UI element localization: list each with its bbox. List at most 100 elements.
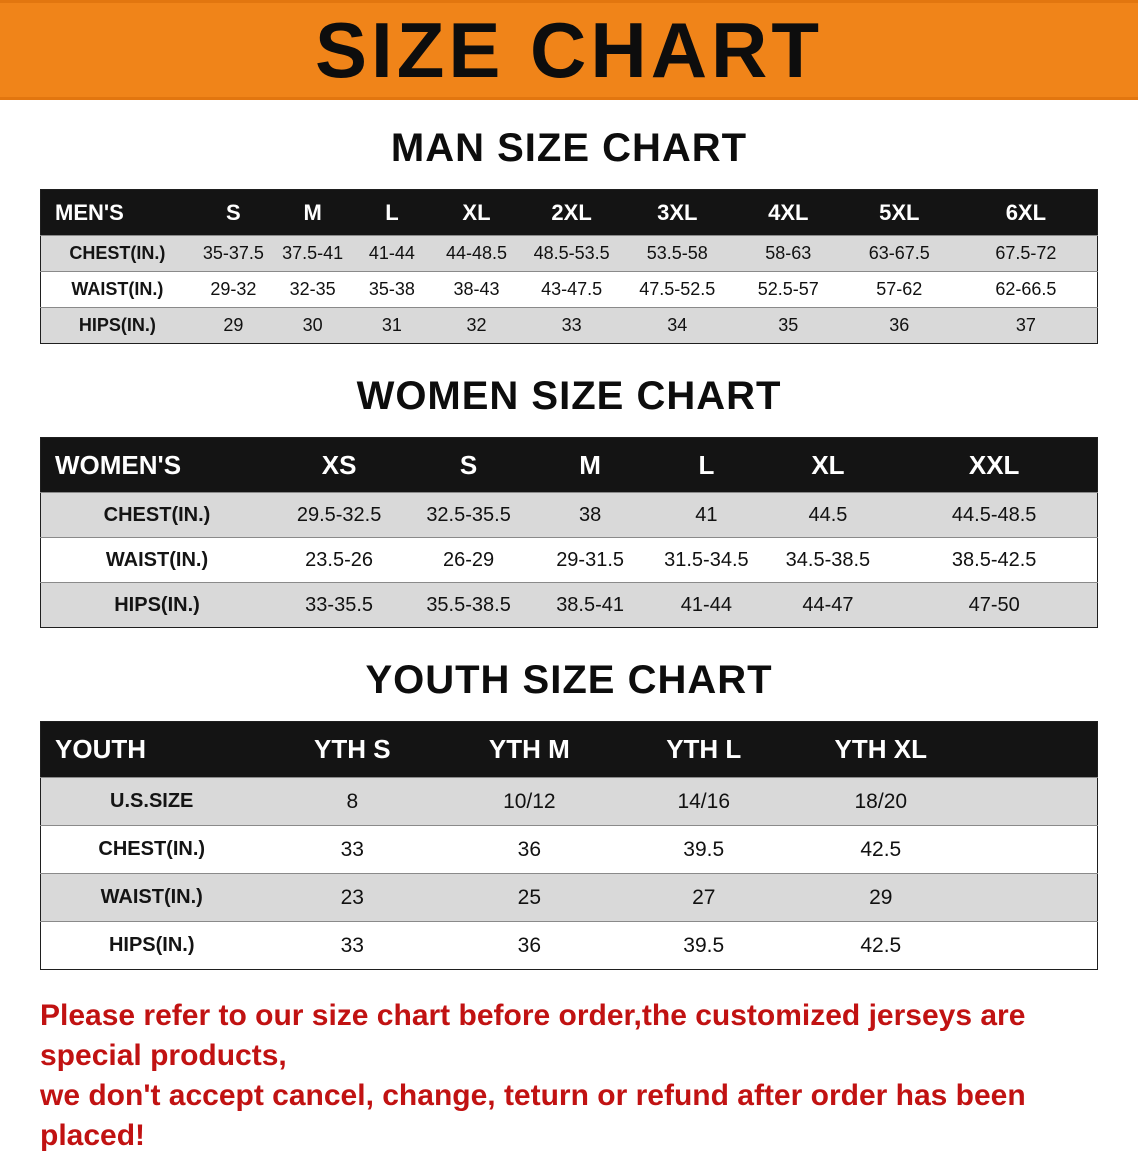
size-header-cell: L [352, 189, 432, 236]
size-value-cell: 42.5 [790, 921, 971, 970]
size-value-cell: 18/20 [790, 777, 971, 826]
size-value-cell: 37 [954, 307, 1098, 344]
size-value-cell: 47-50 [891, 582, 1098, 628]
size-value-cell: 41-44 [648, 582, 765, 628]
size-value-cell: 35.5-38.5 [405, 582, 532, 628]
youth-hips-row: HIPS(IN.) 33 36 39.5 42.5 [40, 921, 1098, 970]
women-header-row: WOMEN'S XS S M L XL XXL [40, 437, 1098, 493]
row-label-cell: CHEST(IN.) [40, 492, 274, 538]
size-header-cell: S [405, 437, 532, 493]
size-header-cell: S [193, 189, 274, 236]
size-value-cell: 62-66.5 [954, 271, 1098, 308]
size-header-cell: L [648, 437, 765, 493]
youth-section-heading: YOUTH SIZE CHART [365, 658, 773, 702]
size-value-cell: 31.5-34.5 [648, 537, 765, 583]
size-value-cell: 29.5-32.5 [273, 492, 406, 538]
size-value-cell: 33-35.5 [273, 582, 406, 628]
size-value-cell: 27 [616, 873, 791, 922]
size-value-cell: 30 [273, 307, 353, 344]
size-header-cell: YTH XL [790, 721, 971, 778]
size-value-cell: 43-47.5 [521, 271, 622, 308]
size-value-cell: 42.5 [790, 825, 971, 874]
footer-notice: Please refer to our size chart before or… [40, 996, 1102, 1156]
women-hips-row: HIPS(IN.) 33-35.5 35.5-38.5 38.5-41 41-4… [40, 582, 1098, 628]
youth-chest-row: CHEST(IN.) 33 36 39.5 42.5 [40, 825, 1098, 874]
size-value-cell: 35-37.5 [193, 235, 274, 272]
filler-cell [970, 921, 1098, 970]
size-value-cell: 32-35 [273, 271, 353, 308]
size-header-cell: XL [764, 437, 892, 493]
women-waist-row: WAIST(IN.) 23.5-26 26-29 29-31.5 31.5-34… [40, 537, 1098, 583]
youth-size-table: YOUTH YTH S YTH M YTH L YTH XL U.S.SIZE … [40, 721, 1098, 970]
size-value-cell: 32 [431, 307, 522, 344]
row-label-cell: WAIST(IN.) [40, 537, 274, 583]
size-value-cell: 38.5-41 [531, 582, 649, 628]
size-value-cell: 44.5 [764, 492, 892, 538]
size-value-cell: 41 [648, 492, 765, 538]
size-value-cell: 23 [262, 873, 443, 922]
size-value-cell: 47.5-52.5 [621, 271, 733, 308]
row-label-cell: CHEST(IN.) [40, 825, 263, 874]
size-header-cell: XL [431, 189, 522, 236]
row-label-cell: HIPS(IN.) [40, 921, 263, 970]
size-value-cell: 48.5-53.5 [521, 235, 622, 272]
row-label-cell: U.S.SIZE [40, 777, 263, 826]
size-value-cell: 63-67.5 [843, 235, 955, 272]
men-waist-row: WAIST(IN.) 29-32 32-35 35-38 38-43 43-47… [40, 271, 1098, 308]
row-label-cell: CHEST(IN.) [40, 235, 194, 272]
size-value-cell: 58-63 [732, 235, 844, 272]
size-value-cell: 57-62 [843, 271, 955, 308]
size-value-cell: 34.5-38.5 [764, 537, 892, 583]
size-value-cell: 38-43 [431, 271, 522, 308]
size-value-cell: 67.5-72 [954, 235, 1098, 272]
row-label-cell: WAIST(IN.) [40, 271, 194, 308]
banner: SIZE CHART [0, 0, 1138, 100]
size-value-cell: 37.5-41 [273, 235, 353, 272]
row-label-cell: WAIST(IN.) [40, 873, 263, 922]
size-value-cell: 53.5-58 [621, 235, 733, 272]
size-value-cell: 14/16 [616, 777, 791, 826]
size-header-cell: 5XL [843, 189, 955, 236]
women-header-label: WOMEN'S [40, 437, 274, 493]
youth-waist-row: WAIST(IN.) 23 25 27 29 [40, 873, 1098, 922]
size-value-cell: 44-48.5 [431, 235, 522, 272]
size-value-cell: 41-44 [352, 235, 432, 272]
size-value-cell: 25 [442, 873, 617, 922]
women-size-table: WOMEN'S XS S M L XL XXL CHEST(IN.) 29.5-… [40, 437, 1098, 628]
size-value-cell: 8 [262, 777, 443, 826]
size-value-cell: 44.5-48.5 [891, 492, 1098, 538]
size-header-cell: 3XL [621, 189, 733, 236]
size-value-cell: 35 [732, 307, 844, 344]
filler-cell [970, 721, 1098, 778]
size-value-cell: 52.5-57 [732, 271, 844, 308]
men-chest-row: CHEST(IN.) 35-37.5 37.5-41 41-44 44-48.5… [40, 235, 1098, 272]
size-value-cell: 23.5-26 [273, 537, 406, 583]
women-section-heading: WOMEN SIZE CHART [356, 374, 782, 418]
size-value-cell: 10/12 [442, 777, 617, 826]
size-value-cell: 39.5 [616, 825, 791, 874]
size-value-cell: 35-38 [352, 271, 432, 308]
size-header-cell: XS [273, 437, 406, 493]
men-size-table: MEN'S S M L XL 2XL 3XL 4XL 5XL 6XL CHEST… [40, 189, 1098, 344]
footer-notice-line2: we don't accept cancel, change, teturn o… [40, 1078, 1026, 1152]
size-value-cell: 29 [790, 873, 971, 922]
size-header-cell: 2XL [521, 189, 622, 236]
size-value-cell: 33 [521, 307, 622, 344]
size-header-cell: M [273, 189, 353, 236]
size-value-cell: 36 [843, 307, 955, 344]
row-label-cell: HIPS(IN.) [40, 582, 274, 628]
size-header-cell: YTH M [442, 721, 617, 778]
size-value-cell: 44-47 [764, 582, 892, 628]
women-chest-row: CHEST(IN.) 29.5-32.5 32.5-35.5 38 41 44.… [40, 492, 1098, 538]
size-header-cell: XXL [891, 437, 1098, 493]
men-hips-row: HIPS(IN.) 29 30 31 32 33 34 35 36 37 [40, 307, 1098, 344]
size-value-cell: 38 [531, 492, 649, 538]
footer-notice-line1: Please refer to our size chart before or… [40, 999, 1026, 1072]
size-value-cell: 38.5-42.5 [891, 537, 1098, 583]
size-value-cell: 34 [621, 307, 733, 344]
size-header-cell: YTH S [262, 721, 443, 778]
men-header-label: MEN'S [40, 189, 194, 236]
youth-header-row: YOUTH YTH S YTH M YTH L YTH XL [40, 721, 1098, 778]
size-value-cell: 33 [262, 825, 443, 874]
